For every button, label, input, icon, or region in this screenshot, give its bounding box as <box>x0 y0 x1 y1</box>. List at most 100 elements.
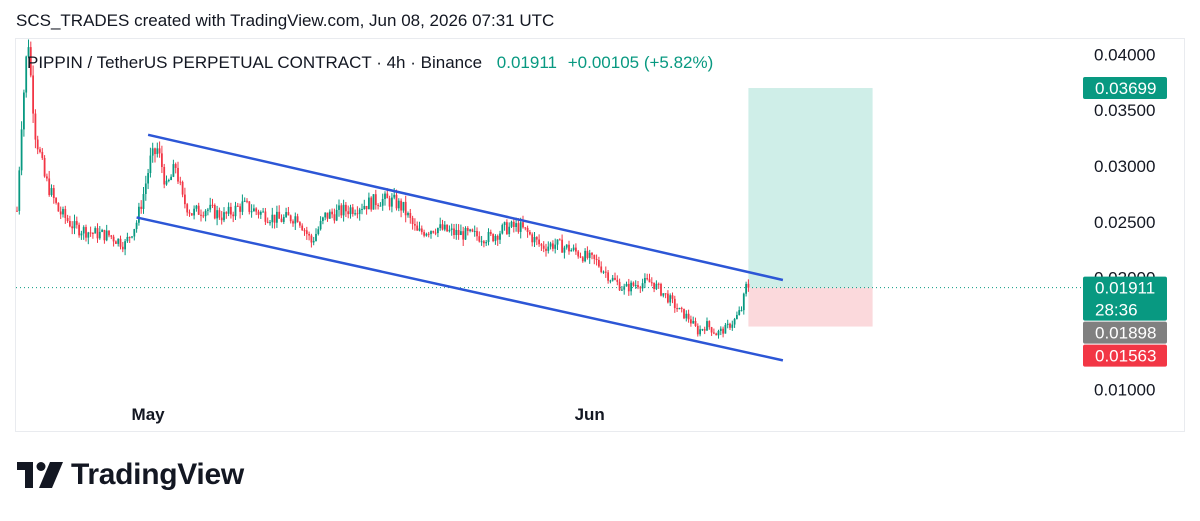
candle-body <box>223 212 225 221</box>
candle-body <box>512 221 515 227</box>
candle-body <box>660 283 662 296</box>
candle-body <box>535 237 538 240</box>
candle-body <box>186 204 189 213</box>
candle-body <box>101 229 103 232</box>
candle-body <box>319 221 322 230</box>
candle-body <box>34 113 37 140</box>
candle-body <box>696 325 699 335</box>
candle-body <box>262 211 264 213</box>
candle-body <box>165 180 168 185</box>
candle-body <box>577 251 580 257</box>
candle-body <box>439 224 442 229</box>
candle-body <box>524 227 527 229</box>
candle-body <box>618 281 621 291</box>
candle-body <box>216 210 218 219</box>
candle-body <box>473 231 476 233</box>
candle-body <box>425 233 428 236</box>
candle-body <box>639 287 642 289</box>
candle-body <box>151 148 154 156</box>
candle-body <box>273 214 276 223</box>
candle-body <box>225 212 228 214</box>
candle-body <box>71 226 74 229</box>
candle-body <box>278 211 281 219</box>
candle-body <box>43 157 46 177</box>
candle-body <box>586 250 589 258</box>
candle-body <box>105 230 108 241</box>
candle-body <box>119 238 122 247</box>
candle-body <box>25 56 28 93</box>
candle-body <box>188 212 191 214</box>
price-chart[interactable]: 0.040000.035000.030000.025000.020000.010… <box>16 39 1186 433</box>
candle-body <box>365 205 368 210</box>
candle-body <box>719 328 722 331</box>
candle-body <box>621 289 623 291</box>
candle-body <box>568 244 570 252</box>
candle-body <box>98 231 101 239</box>
candle-body <box>82 227 85 234</box>
candle-body <box>483 241 485 244</box>
price-tick-label: 0.03500 <box>1094 101 1155 120</box>
candle-body <box>92 232 94 234</box>
candle-body <box>565 244 568 248</box>
candle-body <box>397 200 400 209</box>
candle-body <box>747 283 750 288</box>
tradingview-logo[interactable]: TradingView <box>17 458 244 492</box>
candle-body <box>683 308 685 319</box>
candle-body <box>338 205 340 210</box>
candle-body <box>448 229 451 232</box>
candle-body <box>62 209 64 215</box>
candle-body <box>726 323 729 325</box>
candle-body <box>430 231 432 235</box>
candle-body <box>322 217 324 222</box>
candle-body <box>163 167 166 185</box>
candle-body <box>27 47 30 57</box>
candle-body <box>729 323 731 328</box>
candle-body <box>108 230 110 236</box>
candle-body <box>326 212 329 219</box>
candle-body <box>469 229 471 231</box>
candle-body <box>460 231 462 236</box>
candle-body <box>121 246 124 250</box>
candle-body <box>736 314 738 320</box>
candle-body <box>280 218 283 222</box>
chart-pane[interactable]: 0.040000.035000.030000.025000.020000.010… <box>15 38 1185 432</box>
candle-body <box>230 206 232 215</box>
candle-body <box>333 214 336 221</box>
candle-body <box>450 228 453 230</box>
candle-body <box>32 75 34 114</box>
candle-body <box>204 210 207 217</box>
candle-body <box>140 206 143 209</box>
candle-body <box>538 239 540 245</box>
candle-body <box>687 313 690 320</box>
symbol-title[interactable]: PIPPIN / TetherUS PERPETUAL CONTRACT · 4… <box>27 53 483 72</box>
candle-body <box>209 204 212 210</box>
candle-body <box>487 231 490 243</box>
candle-body <box>600 266 603 272</box>
candle-body <box>269 222 271 224</box>
chart-caption: SCS_TRADES created with TradingView.com,… <box>16 11 555 30</box>
candle-body <box>519 222 522 232</box>
candle-body <box>197 205 200 215</box>
candle-body <box>66 217 69 222</box>
candle-body <box>703 329 706 331</box>
candle-body <box>39 149 41 152</box>
candle-body <box>167 180 170 182</box>
candle-body <box>55 198 57 203</box>
candle-body <box>627 283 630 292</box>
candle-body <box>673 298 676 309</box>
candle-body <box>324 212 327 218</box>
candle-body <box>476 231 478 237</box>
candle-body <box>630 282 632 292</box>
candle-body <box>243 200 246 202</box>
candle-body <box>41 151 44 158</box>
candle-body <box>257 211 260 215</box>
candle-body <box>542 245 545 249</box>
candle-body <box>29 47 32 76</box>
candle-body <box>135 222 138 230</box>
candle-body <box>496 235 499 240</box>
candle-body <box>57 202 60 212</box>
candle-body <box>501 225 504 234</box>
candle-body <box>420 228 423 233</box>
candle-body <box>370 197 373 210</box>
candle-body <box>23 92 25 130</box>
